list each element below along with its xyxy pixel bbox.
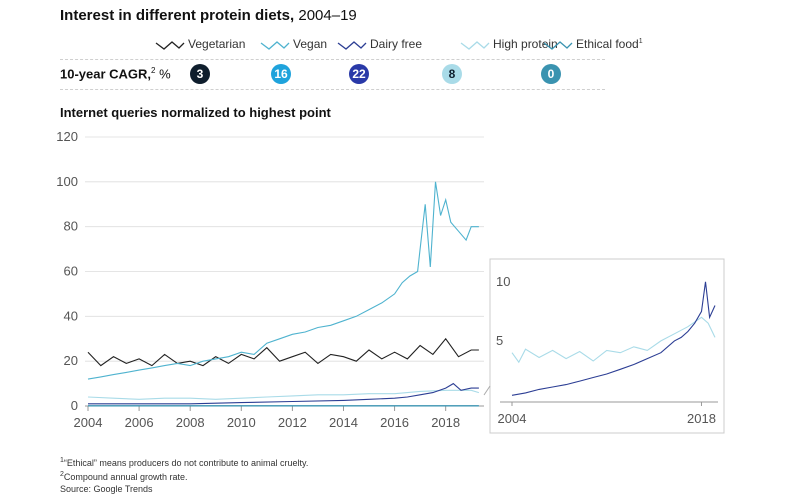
x-tick-label: 2016 (380, 415, 409, 430)
cagr-label-text: 10-year CAGR, (60, 66, 152, 82)
y-tick-label: 100 (56, 174, 78, 189)
footnotes: 1“Ethical” means producers do not contri… (60, 455, 308, 495)
legend-label-ethical_food: Ethical food1 (576, 37, 643, 51)
footnote-3: Source: Google Trends (60, 483, 308, 495)
footnote-text: “Ethical” means producers do not contrib… (63, 458, 309, 468)
x-tick-label: 2004 (74, 415, 103, 430)
inset-x-tick-label: 2004 (498, 411, 527, 426)
y-tick-label: 0 (71, 398, 78, 413)
legend-sup-ethical_food: 1 (638, 38, 643, 45)
series-line-vegan (87, 181, 479, 380)
chart-title-years: 2004–19 (298, 7, 357, 24)
inset-y-tick-label: 10 (496, 274, 510, 289)
series-line-high_protein (87, 389, 480, 400)
y-tick-label: 120 (56, 129, 78, 144)
cagr-badge-ethical_food: 0 (541, 64, 561, 84)
x-tick-label: 2006 (125, 415, 154, 430)
x-tick-label: 2008 (176, 415, 205, 430)
chart-subtitle: Internet queries normalized to highest p… (60, 105, 331, 120)
footnote-marker: 1 (60, 457, 64, 464)
footnote-2: 2Compound annual growth rate. (60, 469, 308, 483)
y-tick-label: 40 (64, 308, 78, 323)
x-tick-label: 2014 (329, 415, 358, 430)
cagr-divider (60, 89, 605, 90)
footnote-text: Compound annual growth rate. (63, 472, 188, 482)
chart-area: 0 20 40 60 80 100 120 2004 2006 2008 2010 2012 2014 2… (56, 129, 725, 434)
x-tick-label: 2012 (278, 415, 307, 430)
legend-label-high_protein: High protein (493, 37, 558, 51)
legend-swatch-high_protein (460, 41, 490, 50)
inset-connector (483, 385, 491, 396)
y-tick-label: 60 (64, 264, 78, 279)
inset-series-line-high_protein (511, 316, 716, 364)
inset-x-tick-label: 2018 (687, 411, 716, 426)
legend-label-vegetarian: Vegetarian (188, 37, 246, 51)
x-tick-label: 2018 (431, 415, 460, 430)
y-tick-label: 80 (64, 219, 78, 234)
inset-y-tick-label: 5 (496, 333, 503, 348)
y-tick-label: 20 (64, 353, 78, 368)
legend-divider (60, 59, 605, 60)
series-line-dairy_free (88, 382, 479, 405)
footnote-text: Source: Google Trends (60, 484, 153, 494)
chart-title: Interest in different protein diets, 200… (60, 7, 357, 24)
cagr-label-sup: 2 (151, 66, 156, 75)
inset-frame (489, 258, 725, 434)
series-line-vegetarian (87, 337, 479, 367)
legend: Vegetarian Vegan Dairy free High protein Eth… (155, 37, 645, 57)
legend-swatch-vegan (260, 41, 290, 50)
x-tick-label: 2010 (227, 415, 256, 430)
footnote-marker: 2 (60, 471, 64, 478)
cagr-badge-dairy_free: 22 (349, 64, 369, 84)
cagr-label: 10-year CAGR,2 % (60, 66, 171, 81)
legend-swatch-vegetarian (155, 41, 185, 50)
cagr-badge-vegetarian: 3 (190, 64, 210, 84)
chart-title-main: Interest in different protein diets, (60, 7, 295, 24)
cagr-label-unit: % (155, 66, 171, 82)
legend-label-dairy_free: Dairy free (370, 37, 423, 51)
legend-swatch-dairy_free (337, 41, 367, 50)
cagr-badge-high_protein: 8 (442, 64, 462, 84)
legend-label-vegan: Vegan (293, 37, 328, 51)
inset-series-line-dairy_free (511, 281, 716, 396)
cagr-badge-vegan: 16 (271, 64, 291, 84)
legend-swatch-ethical_food (543, 41, 573, 50)
footnote-1: 1“Ethical” means producers do not contri… (60, 455, 308, 469)
